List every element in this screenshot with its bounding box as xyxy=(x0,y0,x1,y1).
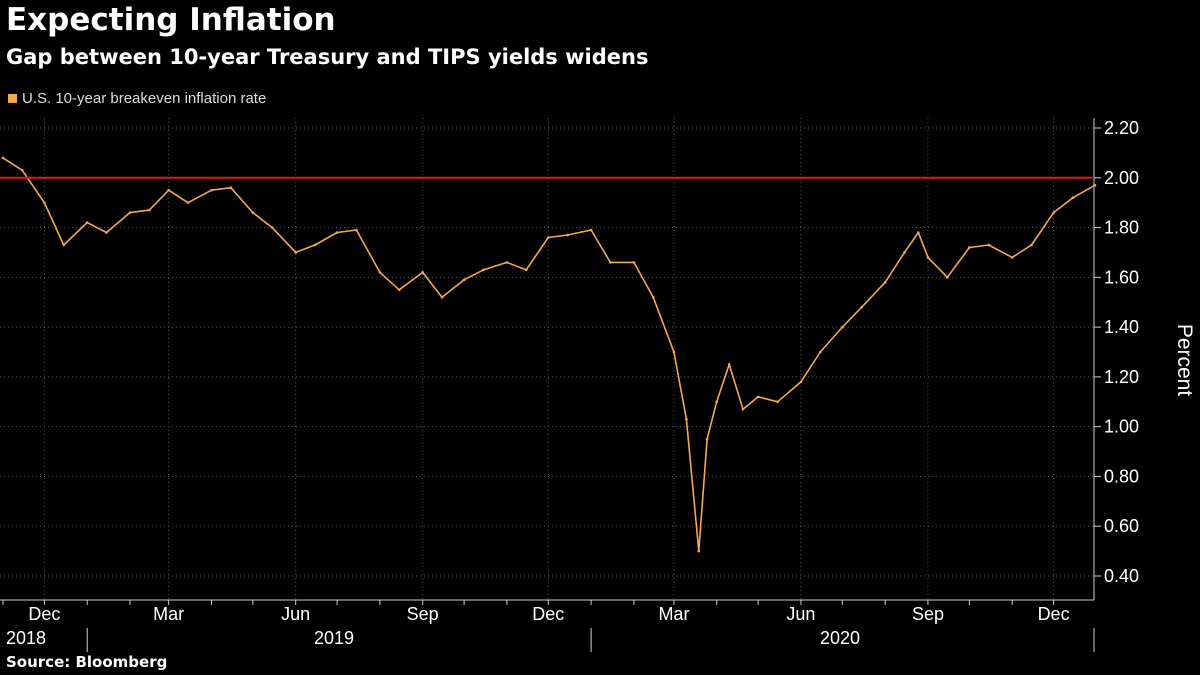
data-point xyxy=(229,186,233,190)
data-point xyxy=(105,231,108,234)
data-point xyxy=(715,400,719,404)
y-tick-label: 2.20 xyxy=(1104,118,1139,138)
data-point xyxy=(651,295,655,299)
data-point xyxy=(685,417,688,421)
legend: U.S. 10-year breakeven inflation rate xyxy=(8,90,266,107)
y-tick-label: 1.00 xyxy=(1104,417,1139,437)
chart-subtitle: Gap between 10-year Treasury and TIPS yi… xyxy=(6,45,649,69)
data-point xyxy=(186,201,190,204)
data-point xyxy=(1093,183,1097,187)
data-point xyxy=(1,156,5,160)
legend-label: U.S. 10-year breakeven inflation rate xyxy=(22,90,267,107)
data-point xyxy=(440,295,444,299)
data-point xyxy=(818,350,822,354)
x-tick-label: Mar xyxy=(153,604,184,624)
data-point xyxy=(251,211,255,214)
data-point xyxy=(609,261,612,264)
data-point xyxy=(1030,243,1033,247)
data-point xyxy=(727,363,731,366)
data-point xyxy=(1052,211,1055,214)
data-point xyxy=(148,208,151,212)
axis-layer: 0.40 0.60 0.80 1.00 1.20 1.40 1.60 1.80 2.00 2.20… xyxy=(0,118,1196,652)
x-year-label: 2020 xyxy=(820,628,860,648)
data-point xyxy=(355,228,358,232)
data-point xyxy=(482,268,485,272)
data-point xyxy=(313,243,317,247)
x-tick-label: Mar xyxy=(658,604,689,624)
data-point xyxy=(841,325,844,329)
y-tick-label: 1.80 xyxy=(1104,218,1139,238)
data-point xyxy=(294,251,297,254)
data-point xyxy=(799,380,803,384)
x-tick-label: Sep xyxy=(407,604,439,624)
data-point xyxy=(167,188,170,192)
y-tick-label: 2.00 xyxy=(1104,168,1139,188)
data-point xyxy=(21,169,24,172)
data-point xyxy=(462,278,466,282)
x-tick-label: Dec xyxy=(532,604,564,624)
data-point xyxy=(505,261,509,264)
x-year-label: 2019 xyxy=(314,628,354,648)
legend-swatch xyxy=(8,94,17,103)
y-tick-label: 0.60 xyxy=(1104,516,1139,536)
data-point xyxy=(705,437,709,441)
data-point xyxy=(632,261,636,264)
data-point xyxy=(524,268,528,272)
y-axis-title: Percent xyxy=(1173,324,1196,397)
data-point xyxy=(776,400,779,404)
data-point xyxy=(697,549,701,553)
data-point xyxy=(741,407,745,411)
data-point xyxy=(987,243,990,247)
series-line xyxy=(2,157,1096,552)
data-point xyxy=(926,256,930,259)
data-point xyxy=(1071,196,1075,199)
data-point xyxy=(589,228,593,232)
series-layer xyxy=(1,156,1097,553)
data-point xyxy=(860,305,863,309)
data-point xyxy=(547,236,550,239)
data-point xyxy=(968,246,971,249)
data-point xyxy=(378,271,382,274)
source-note: Source: Bloomberg xyxy=(6,653,168,671)
x-tick-label: Dec xyxy=(28,604,60,624)
data-point xyxy=(128,211,132,214)
x-tick-label: Dec xyxy=(1038,604,1070,624)
data-point xyxy=(397,288,401,292)
chart-title: Expecting Inflation xyxy=(6,2,336,38)
data-point xyxy=(756,395,760,399)
y-tick-label: 1.20 xyxy=(1104,367,1139,387)
data-point xyxy=(903,251,906,254)
data-point xyxy=(62,243,66,247)
x-tick-label: Sep xyxy=(912,604,944,624)
data-point xyxy=(672,350,676,354)
data-point xyxy=(945,276,949,279)
x-tick-label: Jun xyxy=(786,604,815,624)
data-point xyxy=(210,188,213,192)
x-year-label: 2018 xyxy=(6,628,46,648)
x-tick-label: Jun xyxy=(281,604,310,624)
grid-layer xyxy=(0,118,1094,600)
data-point xyxy=(1010,256,1014,259)
data-point xyxy=(883,281,887,284)
data-point xyxy=(85,221,89,224)
data-point xyxy=(566,233,569,237)
y-tick-label: 1.60 xyxy=(1104,267,1139,287)
y-tick-label: 0.80 xyxy=(1104,466,1139,486)
data-point xyxy=(43,201,46,204)
data-point xyxy=(916,231,920,234)
data-point xyxy=(335,231,339,234)
y-tick-label: 1.40 xyxy=(1104,317,1139,337)
data-point xyxy=(270,226,274,229)
y-tick-label: 0.40 xyxy=(1104,566,1139,586)
data-point xyxy=(421,271,424,274)
